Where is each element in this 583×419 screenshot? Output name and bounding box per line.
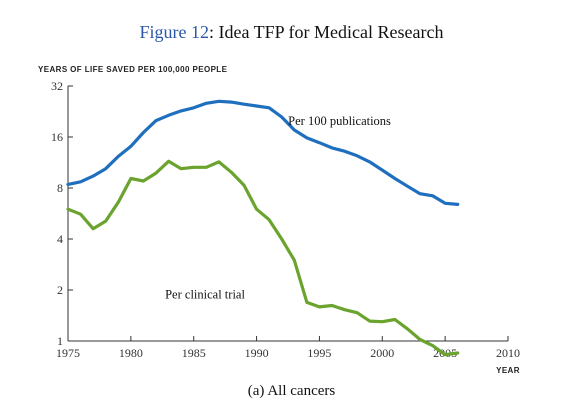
x-tick-label: 1975 [56,346,80,360]
annotation-per-clinical-trial: Per clinical trial [165,288,245,302]
annotation-layer: Per 100 publications Per clinical trial [165,114,391,301]
figure-title-text: : Idea TFP for Medical Research [209,22,444,42]
x-tick-label: 1980 [119,346,143,360]
y-tick-label: 2 [57,283,63,297]
y-axis-label: YEARS OF LIFE SAVED PER 100,000 PEOPLE [38,65,228,74]
y-tick-label: 32 [51,79,63,93]
x-tick-label: 2000 [370,346,394,360]
series-layer [66,99,460,357]
x-tick-label: 1990 [245,346,269,360]
y-tick-label: 1 [57,334,63,348]
subcaption: (a) All cancers [247,383,336,399]
annotation-per-100-publications: Per 100 publications [288,114,391,128]
y-tick-label: 4 [57,232,63,246]
figure-title: Figure 12: Idea TFP for Medical Research [0,22,583,43]
x-tick-label: 1985 [182,346,206,360]
y-tick-label: 8 [57,181,63,195]
x-tick-label: 2010 [496,346,520,360]
x-tick-label: 1995 [307,346,331,360]
y-tick-label: 16 [51,130,63,144]
figure-number: Figure 12 [139,22,210,42]
series-line-per-clinical-trial [66,159,460,357]
x-axis-label: YEAR [496,366,520,375]
series-line-per-100-publications [66,99,460,206]
